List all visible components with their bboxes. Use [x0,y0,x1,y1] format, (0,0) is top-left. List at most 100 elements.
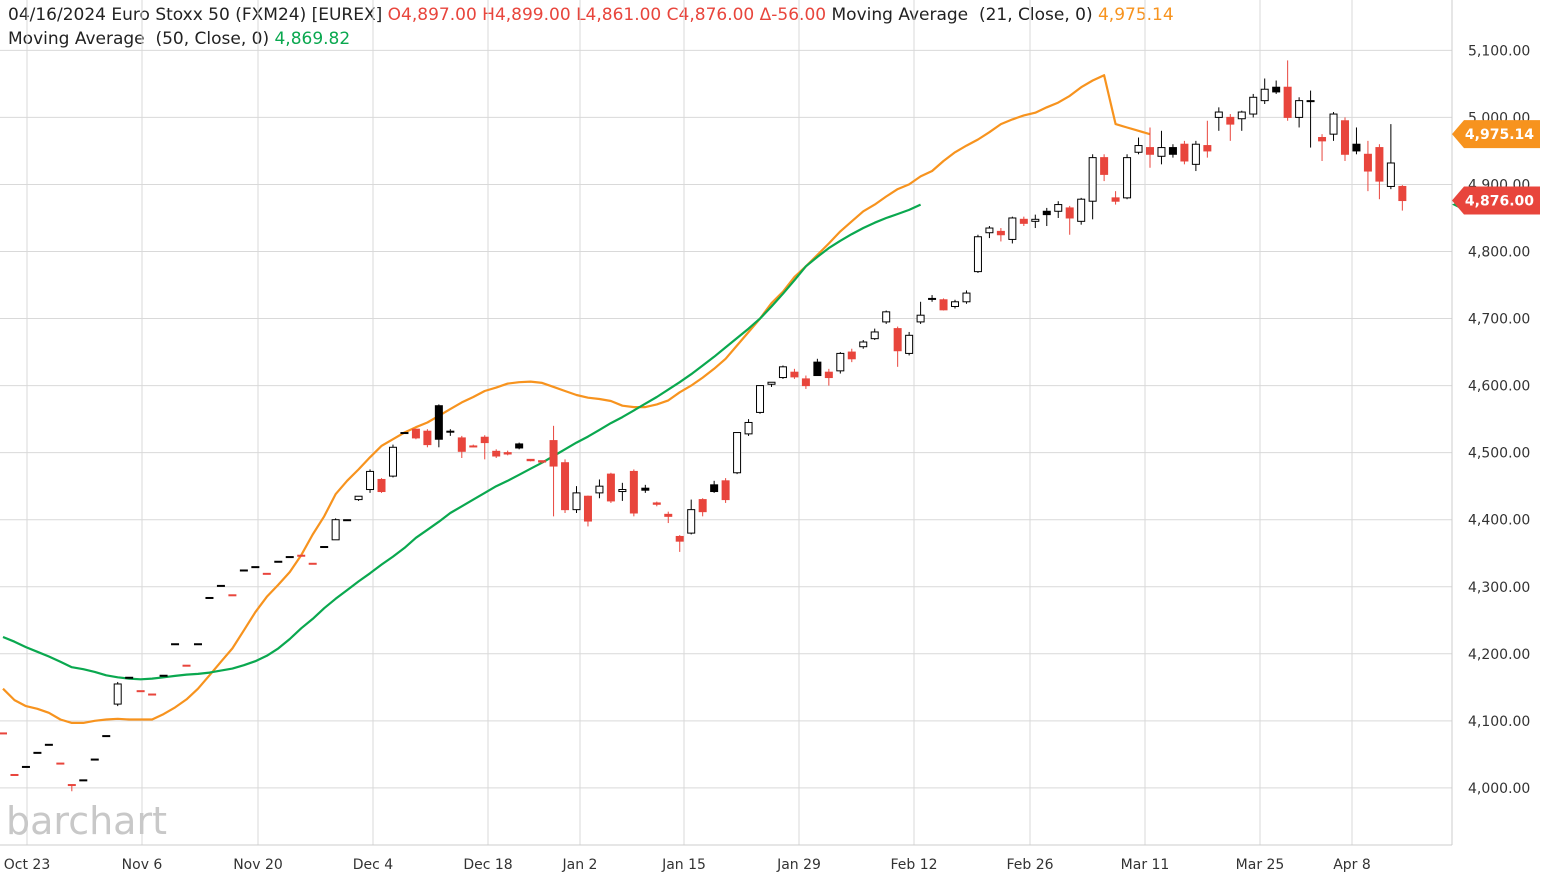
candle-body [595,485,604,494]
candle [159,674,168,677]
y-tick-label: 4,800.00 [1468,245,1530,261]
candle-body [1088,157,1097,202]
candle [572,486,581,513]
candle [90,758,99,761]
candle-body [56,762,65,765]
candle-body [343,519,352,522]
candle-body [1146,147,1154,155]
candle [561,459,570,513]
candle [905,331,914,356]
candle [377,478,386,493]
candle [1318,134,1327,161]
price-badges: 4,975.14 4,876.00 [1452,120,1540,215]
candle [515,442,524,450]
candle [1146,127,1154,168]
candle [1019,216,1028,227]
candle-body [125,676,134,679]
candle-body [377,478,386,493]
candle-body [1318,137,1327,142]
candles [0,60,1407,792]
candle-body [239,569,248,572]
candle [1180,140,1189,165]
header-low: L4,861.00 [576,5,662,25]
candle-body [434,405,443,440]
x-tick-label: Dec 4 [353,857,394,873]
candle-body [572,492,581,511]
candle-body [1031,218,1040,222]
candle-body [159,674,168,677]
ma21-value: 4,975.14 [1097,5,1174,25]
candle [297,554,306,557]
candle [125,676,134,679]
candle [308,562,317,565]
candle [733,432,742,475]
ma50-value: 4,869.82 [274,29,351,49]
candle [801,375,810,389]
candle [859,340,868,349]
candle-body [251,566,260,569]
candle-body [469,445,478,448]
candle-body [928,297,937,300]
candle [1237,110,1246,131]
candle-body [733,432,742,474]
candle [446,429,455,436]
candle-body [1398,185,1407,202]
x-tick-label: Jan 15 [661,857,706,873]
candle-body [411,428,420,439]
candle [102,735,111,738]
candle-body [297,554,306,557]
candle-body [423,430,432,446]
candle [1363,140,1372,192]
candle-body [274,560,283,563]
x-tick-label: Dec 18 [463,857,512,873]
candle [1272,80,1281,94]
candle [228,594,237,597]
candle [1295,97,1304,128]
candle-body [813,361,822,377]
candle [595,479,604,499]
candle [893,326,902,367]
candle [33,751,42,754]
candle-body [1329,113,1338,135]
candle [56,762,65,765]
candle-body [113,683,122,705]
candle [1077,197,1086,225]
candle [469,444,478,448]
y-tick-label: 4,300.00 [1468,580,1530,596]
candle-body [193,643,202,646]
candle-body [882,311,891,323]
candle [331,518,340,541]
candle-body [1019,218,1028,224]
candle-body [939,299,948,311]
candle-body [1042,210,1051,216]
candle-body [859,341,868,348]
header-high: H4,899.00 [482,5,571,25]
candle-body [1363,153,1372,172]
candle [778,365,787,379]
candle [675,535,684,552]
candle-body [824,371,833,379]
candle-body [778,366,787,379]
x-tick-label: Jan 29 [776,857,821,873]
candle [698,498,707,517]
candle [366,469,375,493]
candle [251,566,260,569]
last-price-badge: 4,876.00 [1452,186,1540,215]
candle [836,352,845,374]
candle [1203,120,1212,158]
candle-body [1054,204,1063,212]
candle [1375,144,1384,200]
candle-body [1191,143,1200,165]
header-open: O4,897.00 [387,5,477,25]
candle-body [664,513,673,517]
candle-body [1352,143,1361,152]
x-tick-label: Feb 26 [1006,857,1053,873]
candle-body [710,484,719,493]
y-tick-label: 4,100.00 [1468,714,1530,730]
candle-body [79,779,88,782]
candle [388,444,397,478]
candle-body [1111,197,1120,202]
ma21-badge: 4,975.14 [1452,120,1540,149]
